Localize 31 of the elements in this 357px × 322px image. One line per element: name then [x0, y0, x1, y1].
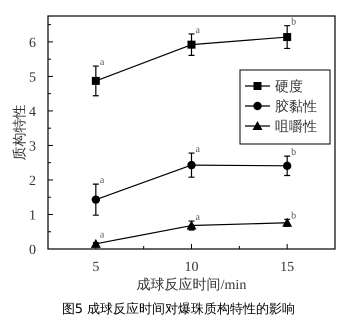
y-tick-label: 6 — [29, 36, 36, 51]
point — [283, 33, 292, 42]
annotation: a — [196, 212, 200, 224]
x-tick-label: 10 — [184, 260, 198, 275]
annotation: b — [291, 147, 296, 158]
y-tick-label: 0 — [29, 243, 36, 258]
y-tick-label: 2 — [29, 174, 36, 189]
point — [188, 40, 196, 49]
caption: 图5 成球反应时间对爆珠质构特性的影响 — [62, 301, 296, 317]
point — [187, 160, 196, 170]
point — [282, 162, 292, 170]
point — [92, 76, 100, 85]
annotation: a — [196, 144, 200, 156]
x-tick-label: 15 — [280, 260, 294, 275]
legend-label: 硬度 — [275, 79, 303, 95]
annotation: a — [100, 175, 105, 186]
y-tick-label: 1 — [29, 208, 36, 224]
legend-label: 胶黏性 — [275, 99, 317, 115]
legend-label: 咀嚼性 — [275, 119, 317, 135]
annotation: b — [291, 210, 296, 222]
y-tick-label: 4 — [29, 104, 36, 120]
y-axis-title: 质构特性 — [12, 104, 28, 160]
x-axis-title: 成球反应时间/min — [136, 277, 246, 293]
x-tick-label: 5 — [92, 260, 100, 275]
annotation: a — [100, 230, 105, 241]
annotation: a — [196, 24, 200, 36]
annotation: a — [100, 57, 105, 68]
y-tick-label: 5 — [29, 70, 36, 86]
point — [92, 195, 100, 204]
y-tick-label: 3 — [29, 139, 36, 154]
annotation: b — [291, 16, 296, 28]
